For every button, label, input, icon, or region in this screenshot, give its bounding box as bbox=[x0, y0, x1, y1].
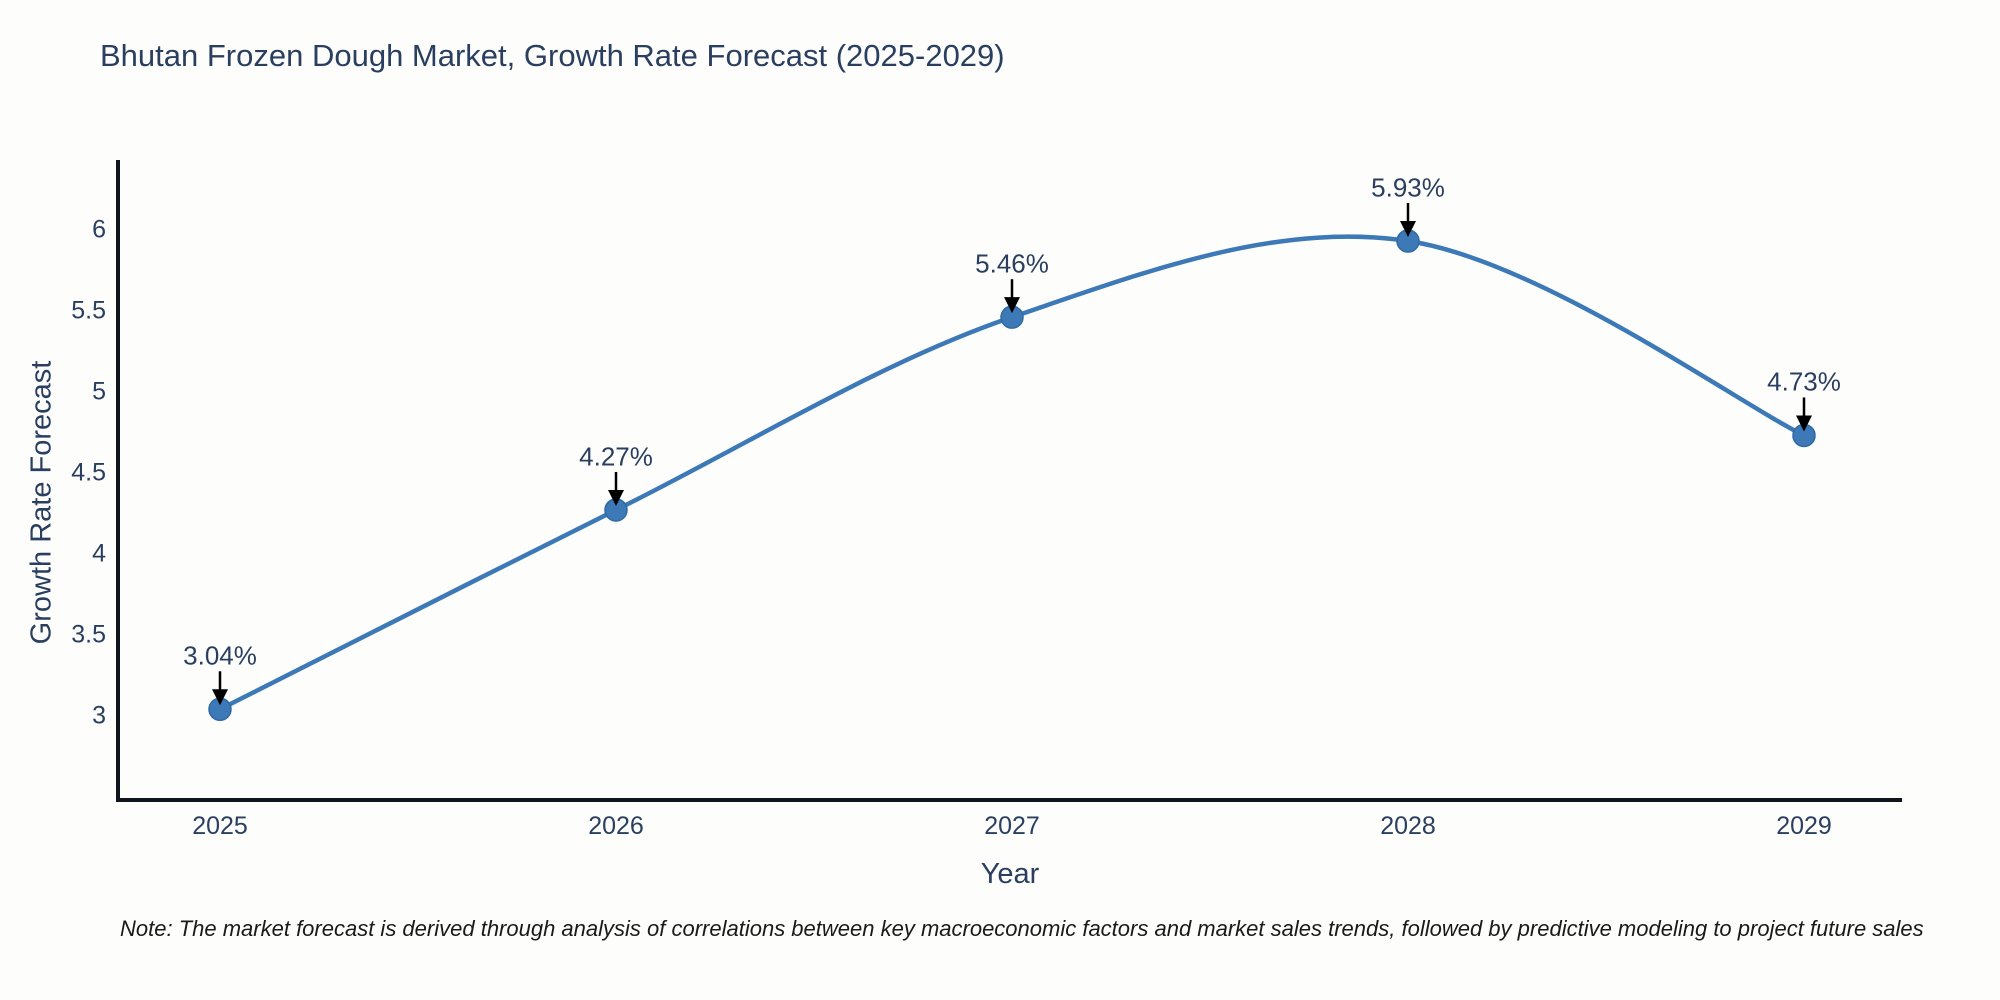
point-value-label: 4.73% bbox=[1767, 366, 1841, 397]
annotation-arrow-head bbox=[212, 689, 228, 706]
y-tick-label: 5 bbox=[92, 377, 106, 406]
y-tick-label: 4.5 bbox=[71, 458, 106, 487]
x-tick-label: 2026 bbox=[588, 812, 644, 840]
y-tick-label: 3.5 bbox=[71, 620, 106, 649]
x-axis-title: Year bbox=[980, 858, 1040, 890]
annotation-arrow-head bbox=[1400, 221, 1416, 238]
y-tick-label: 6 bbox=[92, 215, 106, 244]
x-tick-label: 2029 bbox=[1776, 812, 1832, 840]
point-value-label: 5.93% bbox=[1371, 172, 1445, 203]
annotation-arrow-head bbox=[1004, 297, 1020, 314]
y-tick-label: 4 bbox=[92, 539, 106, 568]
y-tick-label: 3 bbox=[92, 701, 106, 730]
chart-title: Bhutan Frozen Dough Market, Growth Rate … bbox=[100, 38, 1005, 73]
point-value-label: 4.27% bbox=[579, 441, 653, 472]
point-value-label: 3.04% bbox=[183, 640, 257, 671]
x-tick-label: 2028 bbox=[1380, 812, 1436, 840]
annotation-arrow-head bbox=[608, 489, 624, 506]
x-tick-label: 2027 bbox=[984, 812, 1040, 840]
annotation-arrow-head bbox=[1796, 415, 1812, 432]
y-tick-label: 5.5 bbox=[71, 296, 106, 325]
axis-lines bbox=[116, 160, 1902, 802]
chart-note: Note: The market forecast is derived thr… bbox=[120, 916, 1924, 941]
point-value-label: 5.46% bbox=[975, 248, 1049, 279]
x-tick-label: 2025 bbox=[192, 812, 248, 840]
